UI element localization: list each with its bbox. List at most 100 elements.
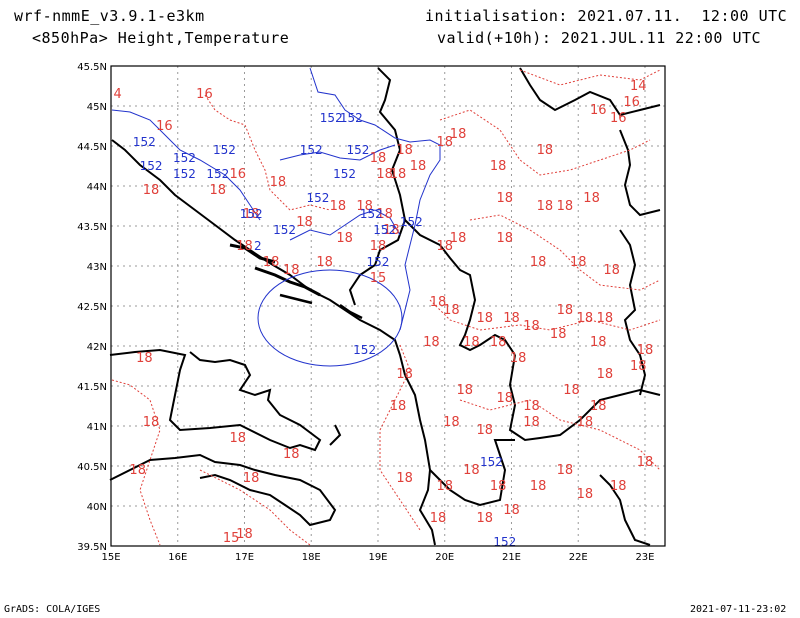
temperature-contour-label: 18 <box>443 303 460 318</box>
temperature-contour-label: 18 <box>370 239 387 254</box>
height-contour-label: 152 <box>300 143 323 157</box>
lat-tick-label: 43N <box>87 262 107 273</box>
height-contour-label: 152 <box>173 151 196 165</box>
height-contour-label: 152 <box>320 111 343 125</box>
valid-time: valid(+10h): 2021.JUL.11 22:00 UTC <box>437 29 762 47</box>
temperature-contour-label: 18 <box>537 199 554 214</box>
temperature-contour-label: 18 <box>283 447 300 462</box>
temperature-contour-label: 18 <box>443 415 460 430</box>
contour-lines <box>111 67 661 546</box>
height-contour-label: 152 <box>240 207 263 221</box>
temperature-contour-label: 18 <box>590 335 607 350</box>
temperature-contour-label: 18 <box>376 167 393 182</box>
temperature-contour-label: 18 <box>510 351 527 366</box>
temperature-contour-label: 18 <box>450 127 467 142</box>
lat-tick-label: 44N <box>87 182 107 193</box>
temperature-contour-label: 18 <box>129 463 146 478</box>
temperature-contour-label: 18 <box>423 335 440 350</box>
temperature-contour-label: 18 <box>537 143 554 158</box>
temperature-contour-label: 18 <box>497 391 514 406</box>
lat-tick-label: 44.5N <box>77 142 107 153</box>
temperature-contour-label: 18 <box>143 183 160 198</box>
temperature-contour-label: 18 <box>590 399 607 414</box>
lat-tick-label: 41N <box>87 422 107 433</box>
temperature-contour-label: 18 <box>383 223 400 238</box>
temperature-contour-label: 18 <box>143 415 160 430</box>
temperature-contour-label: 18 <box>436 479 453 494</box>
lat-tick-label: 40.5N <box>77 462 107 473</box>
temperature-contour-label: 16 <box>196 87 213 102</box>
temperature-contour-label: 18 <box>557 199 574 214</box>
temperature-contour-label: 18 <box>497 231 514 246</box>
temperature-contour-label: 18 <box>296 215 313 230</box>
lat-tick-label: 45N <box>87 102 107 113</box>
lat-tick-label: 41.5N <box>77 382 107 393</box>
temperature-contour-label: 18 <box>523 319 540 334</box>
height-contour-label: 152 <box>493 535 516 549</box>
height-contour-label: 152 <box>347 143 370 157</box>
temperature-contour-label: 18 <box>550 327 567 342</box>
temperature-contour-label: 18 <box>577 487 594 502</box>
temperature-contour-label: 18 <box>597 311 614 326</box>
temperature-contour-label: 18 <box>356 199 373 214</box>
temperature-contour-label: 18 <box>523 399 540 414</box>
lon-tick-label: 20E <box>435 552 454 563</box>
footer-credit: GrADS: COLA/IGES <box>4 604 101 615</box>
temperature-contour-label: 18 <box>503 503 520 518</box>
temperature-contour-label: 18 <box>436 135 453 150</box>
height-contour-label: 152 <box>133 135 156 149</box>
temperature-contour-label: 18 <box>477 511 494 526</box>
temperature-contour-label: 18 <box>316 255 333 270</box>
temperature-contour-label: 18 <box>236 527 253 542</box>
temperature-contour-label: 18 <box>450 231 467 246</box>
temperature-contour-label: 18 <box>530 255 547 270</box>
temperature-contour-label: 16 <box>623 95 640 110</box>
temperature-contour-label: 16 <box>590 103 607 118</box>
height-contour-label: 152 <box>400 215 423 229</box>
temperature-contour-label: 18 <box>430 295 447 310</box>
coastlines-borders <box>109 67 661 546</box>
temperature-contour-label: 18 <box>490 335 507 350</box>
lon-tick-label: 18E <box>302 552 321 563</box>
temperature-contour-label: 18 <box>637 343 654 358</box>
temperature-contour-label: 18 <box>410 159 427 174</box>
temperature-contour-label: 18 <box>490 479 507 494</box>
temperature-contour-label: 18 <box>396 143 413 158</box>
height-contour-label: 2 <box>254 239 262 253</box>
temperature-contour-label: 18 <box>570 255 587 270</box>
temperature-contour-label: 18 <box>523 415 540 430</box>
temperature-contour-label: 15 <box>370 271 387 286</box>
temperature-contour-label: 18 <box>376 207 393 222</box>
height-contour-label: 152 <box>333 167 356 181</box>
temperature-contour-label: 18 <box>463 463 480 478</box>
height-contour-label: 152 <box>367 255 390 269</box>
temperature-contour-label: 18 <box>283 263 300 278</box>
initialisation-time: initialisation: 2021.07.11. 12:00 UTC <box>425 7 788 25</box>
temperature-contour-label: 18 <box>463 335 480 350</box>
lat-tick-label: 43.5N <box>77 222 107 233</box>
lat-lon-grid <box>111 66 665 546</box>
temperature-contour-label: 18 <box>577 311 594 326</box>
temperature-contour-label: 4 <box>114 87 122 102</box>
temperature-contour-label: 18 <box>230 431 247 446</box>
temperature-contour-label: 18 <box>577 415 594 430</box>
height-contour-label: 152 <box>206 167 229 181</box>
temperature-contour-label: 18 <box>390 167 407 182</box>
temperature-contour-label: 18 <box>610 479 627 494</box>
temperature-contour-label: 18 <box>557 463 574 478</box>
temperature-contour-label: 14 <box>630 79 647 94</box>
temperature-contour-label: 18 <box>236 239 253 254</box>
height-contour-label: 152 <box>480 455 503 469</box>
temperature-contour-label: 18 <box>243 471 260 486</box>
temperature-contour-label: 18 <box>477 423 494 438</box>
lat-tick-label: 39.5N <box>77 542 107 553</box>
temperature-contour-label: 18 <box>637 455 654 470</box>
temperature-contour-label: 18 <box>630 359 647 374</box>
lon-tick-label: 23E <box>635 552 654 563</box>
temperature-contour-label: 18 <box>436 239 453 254</box>
temperature-contour-label: 18 <box>336 231 353 246</box>
lat-tick-label: 42N <box>87 342 107 353</box>
temperature-contour-label: 18 <box>330 199 347 214</box>
